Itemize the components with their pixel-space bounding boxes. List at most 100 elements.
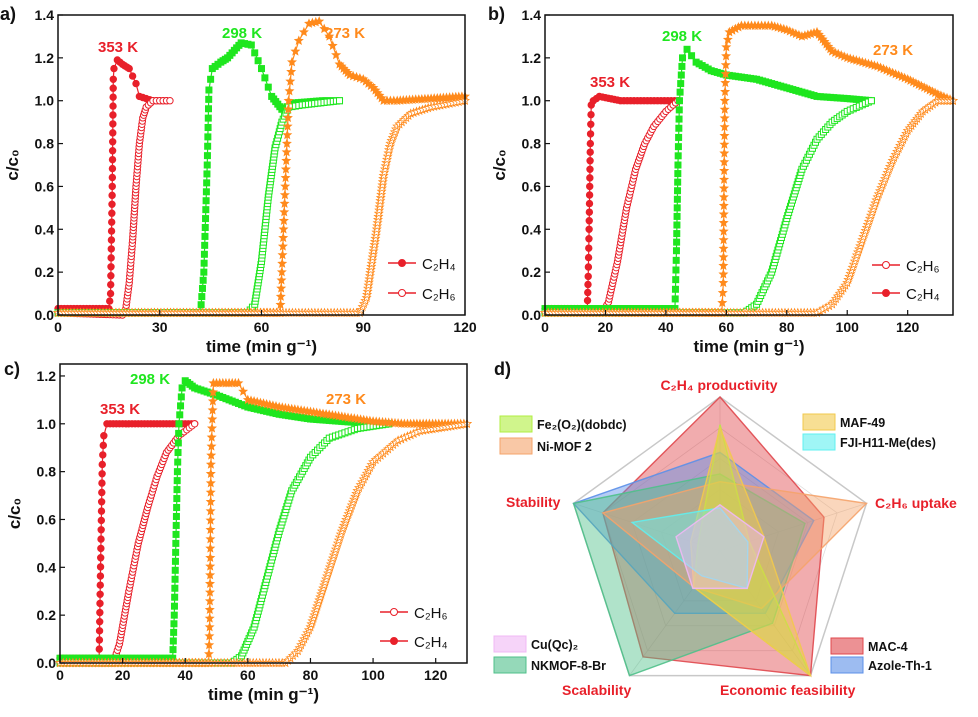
data-point <box>277 258 288 268</box>
data-point <box>278 232 289 243</box>
legend-swatch <box>493 656 527 674</box>
data-point <box>205 533 216 544</box>
legend-swatch <box>493 635 527 653</box>
data-point <box>586 130 595 138</box>
data-point <box>106 289 115 298</box>
x-tick-label: 30 <box>152 319 168 335</box>
legend-label: Fe₂(O₂)(dobdc) <box>537 418 627 432</box>
data-point <box>198 293 206 301</box>
data-point <box>201 224 209 231</box>
data-point <box>369 242 379 253</box>
data-point <box>109 120 117 128</box>
legend-label: FJI-H11-Me(des) <box>840 436 936 450</box>
series-298K-c2h6 <box>541 97 875 317</box>
data-point <box>108 147 117 155</box>
data-point <box>170 602 178 610</box>
data-point <box>375 192 386 203</box>
y-tick-label: 1.2 <box>522 50 542 66</box>
x-tick-label: 100 <box>361 667 385 683</box>
data-point <box>284 85 295 96</box>
data-point <box>280 164 291 174</box>
data-point <box>336 97 344 105</box>
data-point <box>585 244 593 252</box>
data-point <box>170 611 178 619</box>
data-point <box>720 86 731 97</box>
data-point <box>203 161 211 169</box>
data-point <box>173 486 181 494</box>
data-point <box>367 255 378 265</box>
legend-item: C₂H₄ <box>872 286 940 303</box>
data-point <box>718 269 729 279</box>
data-point <box>258 65 265 73</box>
x-tick-label: 90 <box>355 319 371 335</box>
x-tick-label: 40 <box>177 667 193 683</box>
data-point <box>721 41 732 52</box>
x-tick-label: 120 <box>896 319 920 335</box>
radar-grid <box>572 396 868 677</box>
legend-label: MAF-49 <box>840 416 885 430</box>
data-point <box>683 45 691 53</box>
y-axis-label: c/c₀ <box>3 149 22 180</box>
data-point <box>125 64 133 73</box>
data-point <box>282 121 293 131</box>
data-point <box>238 386 249 396</box>
data-point <box>169 637 177 645</box>
data-point <box>677 80 685 88</box>
data-point <box>109 102 117 110</box>
data-point <box>96 572 105 580</box>
legend-marker <box>398 259 406 267</box>
radar-spoke <box>719 503 867 552</box>
data-point <box>203 170 211 178</box>
radar-legend-item: MAC-4 <box>830 637 908 655</box>
data-point <box>96 608 104 617</box>
data-point <box>275 291 286 301</box>
data-point <box>718 226 729 236</box>
data-point <box>95 636 104 644</box>
x-tick-label: 20 <box>115 667 131 683</box>
legend-label: C₂H₄ <box>422 256 456 273</box>
data-point <box>719 104 730 114</box>
data-point <box>264 83 272 91</box>
data-point <box>204 613 215 623</box>
radar-legend-item: Cu(Qc)₂ <box>493 635 578 653</box>
data-point <box>718 217 729 228</box>
data-point <box>247 41 255 49</box>
data-point <box>277 249 288 260</box>
legend-marker <box>398 289 406 297</box>
panel-label: c) <box>4 359 20 379</box>
legend-label: Cu(Qc)₂ <box>531 638 578 652</box>
data-point <box>586 139 595 148</box>
temperature-label: 353 K <box>98 39 138 56</box>
data-point <box>200 268 208 276</box>
data-point <box>173 504 181 512</box>
data-point <box>204 142 212 150</box>
data-point <box>98 470 106 478</box>
legend-item: C₂H₄ <box>388 256 456 273</box>
data-point <box>674 161 682 169</box>
data-point <box>202 206 210 214</box>
data-point <box>674 178 682 186</box>
y-tick-label: 0.4 <box>522 221 542 237</box>
data-point <box>204 639 215 650</box>
data-point <box>371 224 382 234</box>
legend-label: NKMOF-8-Br <box>531 659 606 673</box>
data-point <box>673 204 681 212</box>
series-298K-c2h6 <box>54 97 344 317</box>
data-point <box>584 272 592 281</box>
data-point <box>128 72 137 80</box>
data-point <box>585 225 593 233</box>
series-273K-c2h6 <box>540 95 958 318</box>
data-point <box>373 214 383 225</box>
data-point <box>100 432 108 440</box>
data-point <box>207 423 217 433</box>
data-point <box>205 496 216 507</box>
radar-axis-label: Economic feasibility <box>720 682 856 698</box>
data-point <box>174 439 182 447</box>
data-point <box>679 54 687 62</box>
data-point <box>190 420 199 428</box>
radar-series-3 <box>601 480 868 610</box>
x-tick-label: 80 <box>779 319 795 335</box>
data-point <box>171 557 179 565</box>
data-point <box>377 179 388 190</box>
data-point <box>175 429 183 437</box>
